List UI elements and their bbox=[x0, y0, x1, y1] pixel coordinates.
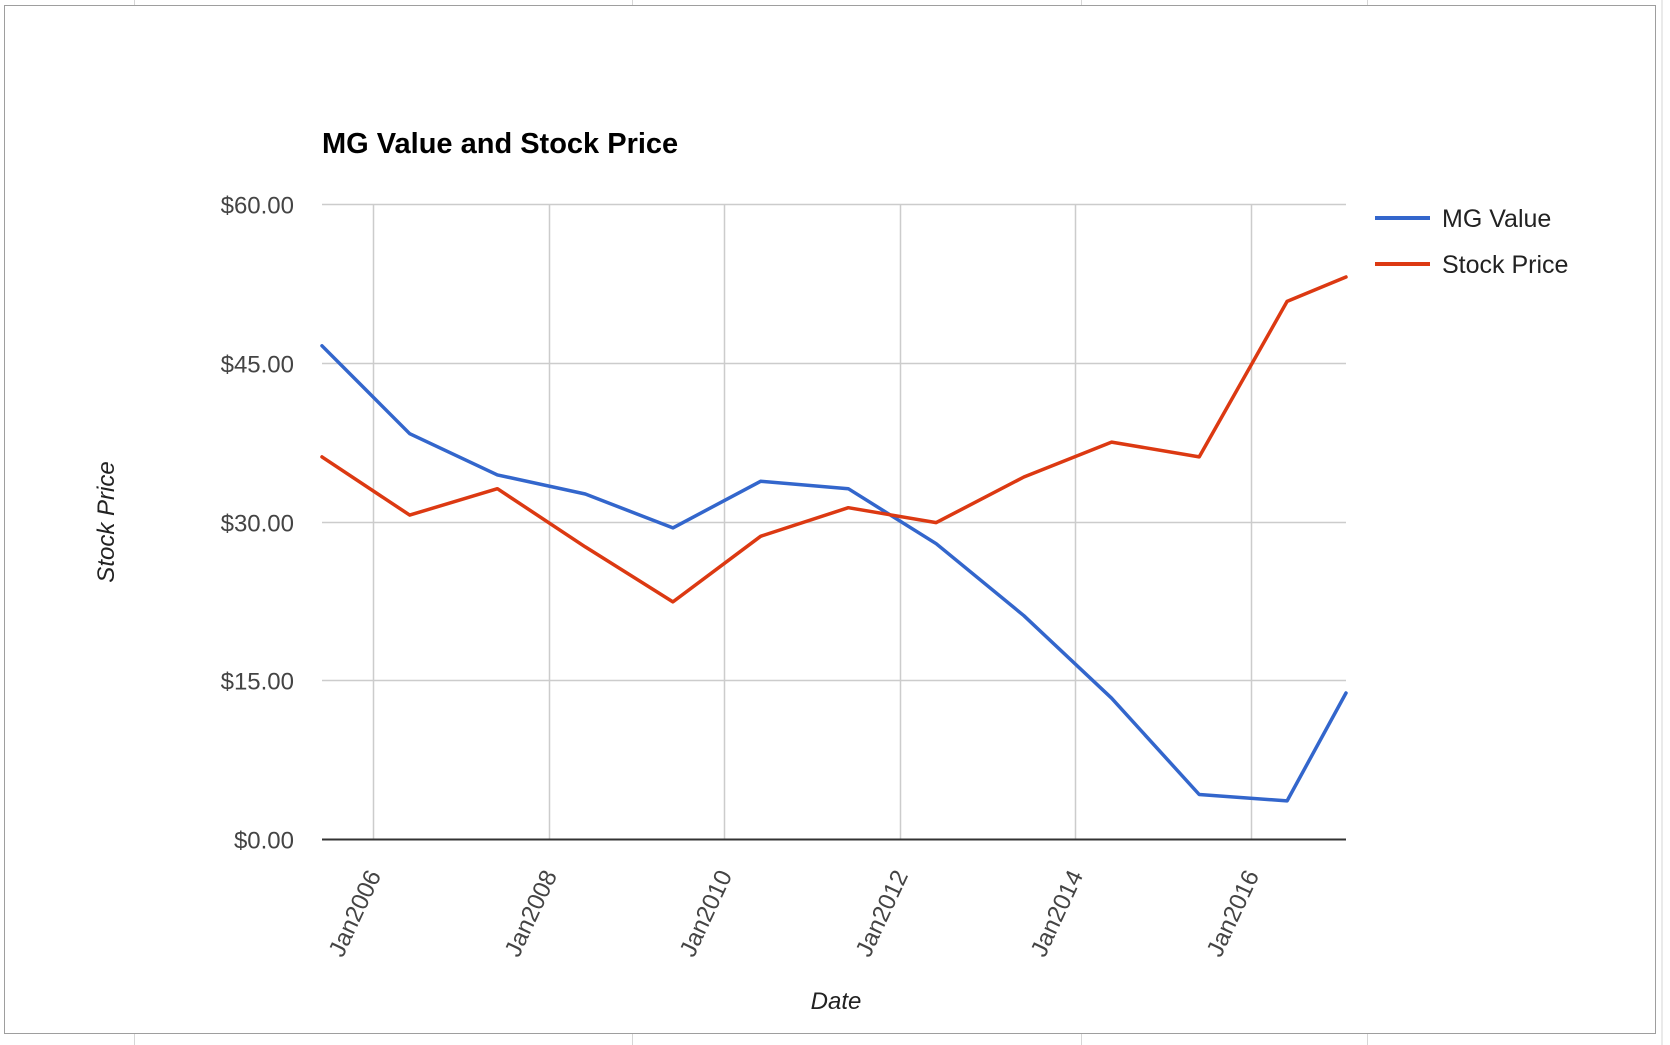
y-axis-title: Stock Price bbox=[93, 461, 120, 582]
x-tick-label: Jan2014 bbox=[1026, 866, 1089, 961]
chart-title: MG Value and Stock Price bbox=[322, 128, 678, 160]
y-tick-label: $0.00 bbox=[234, 828, 294, 855]
x-tick-label: Jan2006 bbox=[324, 866, 387, 961]
chart-container[interactable] bbox=[4, 5, 1656, 1034]
y-tick-label: $45.00 bbox=[221, 352, 294, 379]
series-lines bbox=[320, 275, 1348, 803]
y-tick-label: $60.00 bbox=[221, 193, 294, 220]
legend-label: MG Value bbox=[1442, 205, 1551, 233]
grid-lines bbox=[322, 203, 1346, 839]
legend: MG Value Stock Price bbox=[1375, 205, 1568, 279]
x-axis-title: Date bbox=[811, 988, 862, 1015]
y-tick-label: $15.00 bbox=[221, 669, 294, 696]
y-tick-label: $30.00 bbox=[221, 511, 294, 538]
x-tick-label: Jan2010 bbox=[675, 866, 738, 961]
x-tick-label: Jan2016 bbox=[1202, 866, 1265, 961]
axes: $0.00 $15.00 $30.00 $45.00 $60.00 Jan2006 Jan2… bbox=[221, 193, 1346, 961]
series-line-stock-price bbox=[320, 275, 1348, 604]
series-line-mg-value bbox=[320, 344, 1348, 803]
legend-label: Stock Price bbox=[1442, 251, 1568, 279]
x-tick-label: Jan2008 bbox=[500, 866, 563, 961]
x-tick-label: Jan2012 bbox=[851, 866, 914, 961]
